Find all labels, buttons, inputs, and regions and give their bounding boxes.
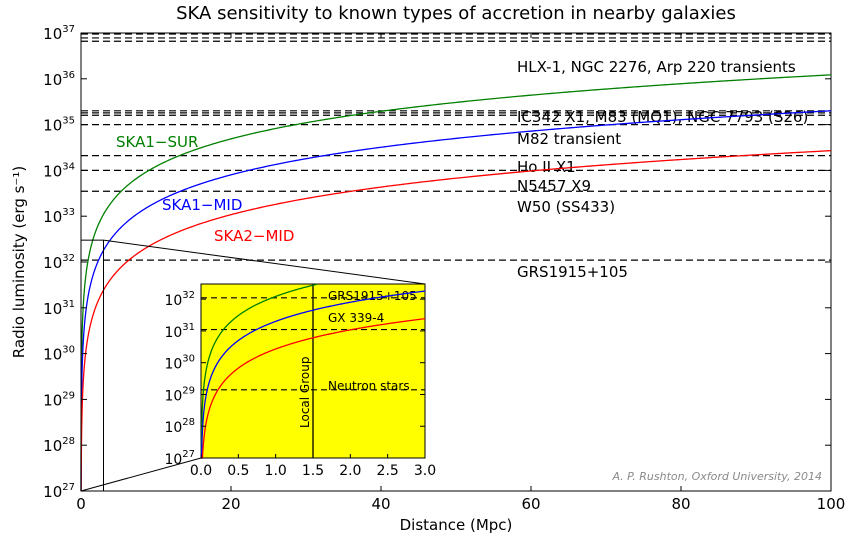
inset-x-tick-label: 2.5 xyxy=(377,463,399,479)
reference-label: M82 transient xyxy=(517,130,621,148)
main-plot: HLX-1, NGC 2276, Arp 220 transients IC342… xyxy=(43,24,845,513)
inset-series-line xyxy=(200,290,426,459)
inset-y-tick-label: 1027 xyxy=(164,449,195,468)
zoom-region xyxy=(80,239,104,492)
inset-y-tick-label: 1032 xyxy=(164,290,195,309)
inset-reference-label: Neutron stars xyxy=(328,379,410,393)
inset-reference-label: GRS1915+105 xyxy=(328,289,417,303)
x-tick-label: 80 xyxy=(671,495,690,513)
y-tick-label: 1030 xyxy=(43,345,75,364)
chart-title: SKA sensitivity to known types of accret… xyxy=(176,3,736,24)
reference-label: W50 (SS433) xyxy=(517,198,615,216)
inset-x-tick-label: 3.0 xyxy=(414,463,436,479)
x-tick-label: 40 xyxy=(371,495,390,513)
inset-series-line xyxy=(200,283,318,459)
inset-plot: GRS1915+105 GX 339-4 Neutron stars Local Gr… xyxy=(80,239,436,492)
inset-x-tick-label: 2.0 xyxy=(339,463,361,479)
y-tick-label: 1033 xyxy=(43,207,75,226)
y-axis-label: Radio luminosity (erg s⁻¹) xyxy=(10,166,28,358)
zoom-connector xyxy=(80,457,202,492)
series-label: SKA2−MID xyxy=(214,227,294,245)
reference-label: N5457 X9 xyxy=(517,177,591,195)
y-tick-label: 1032 xyxy=(43,253,75,272)
reference-label: HLX-1, NGC 2276, Arp 220 transients xyxy=(517,58,796,76)
inset-y-tick-label: 1030 xyxy=(164,354,195,373)
local-group-label: Local Group xyxy=(298,357,312,428)
y-tick-label: 1035 xyxy=(43,116,75,135)
reference-label: IC342 X1, M83 (MQ1), NGC 7793 (S26) xyxy=(517,108,808,126)
credit-annotation: A. P. Rushton, Oxford University, 2014 xyxy=(611,470,822,483)
inset-x-tick-label: 0.0 xyxy=(190,463,212,479)
reference-label: Ho II X1 xyxy=(517,158,576,176)
series-line xyxy=(80,74,832,492)
inset-x-tick-label: 0.5 xyxy=(227,463,249,479)
series-label: SKA1−MID xyxy=(162,196,242,214)
inset-y-tick-label: 1031 xyxy=(164,322,195,341)
y-tick-label: 1031 xyxy=(43,299,75,318)
inset-y-tick-label: 1028 xyxy=(164,417,195,436)
reference-label: GRS1915+105 xyxy=(517,263,628,281)
y-tick-label: 1028 xyxy=(43,436,75,455)
series-line xyxy=(80,110,832,492)
x-axis-label: Distance (Mpc) xyxy=(400,516,513,534)
x-tick-label: 60 xyxy=(521,495,540,513)
x-tick-label: 100 xyxy=(817,495,846,513)
inset-x-tick-label: 1.0 xyxy=(265,463,287,479)
y-tick-label: 1037 xyxy=(43,24,75,43)
y-tick-label: 1029 xyxy=(43,390,75,409)
y-tick-label: 1034 xyxy=(43,161,75,180)
inset-x-tick-label: 1.5 xyxy=(302,463,324,479)
x-tick-label: 20 xyxy=(221,495,240,513)
series-label: SKA1−SUR xyxy=(116,133,198,151)
x-tick-label: 0 xyxy=(76,495,86,513)
y-tick-label: 1027 xyxy=(43,482,75,501)
y-tick-label: 1036 xyxy=(43,70,75,89)
inset-y-tick-label: 1029 xyxy=(164,385,195,404)
zoom-connector xyxy=(103,239,426,285)
inset-series-line xyxy=(201,318,426,459)
series-line xyxy=(80,149,832,492)
inset-reference-label: GX 339-4 xyxy=(328,311,384,325)
